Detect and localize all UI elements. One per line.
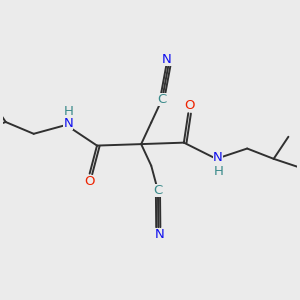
Text: N: N	[155, 228, 165, 241]
Text: N: N	[213, 151, 223, 164]
Text: C: C	[153, 184, 163, 197]
Text: O: O	[84, 175, 95, 188]
Text: N: N	[162, 53, 172, 66]
Text: H: H	[214, 165, 224, 178]
Text: C: C	[158, 93, 167, 106]
Text: O: O	[184, 99, 195, 112]
Text: H: H	[64, 105, 74, 118]
Text: N: N	[63, 117, 73, 130]
